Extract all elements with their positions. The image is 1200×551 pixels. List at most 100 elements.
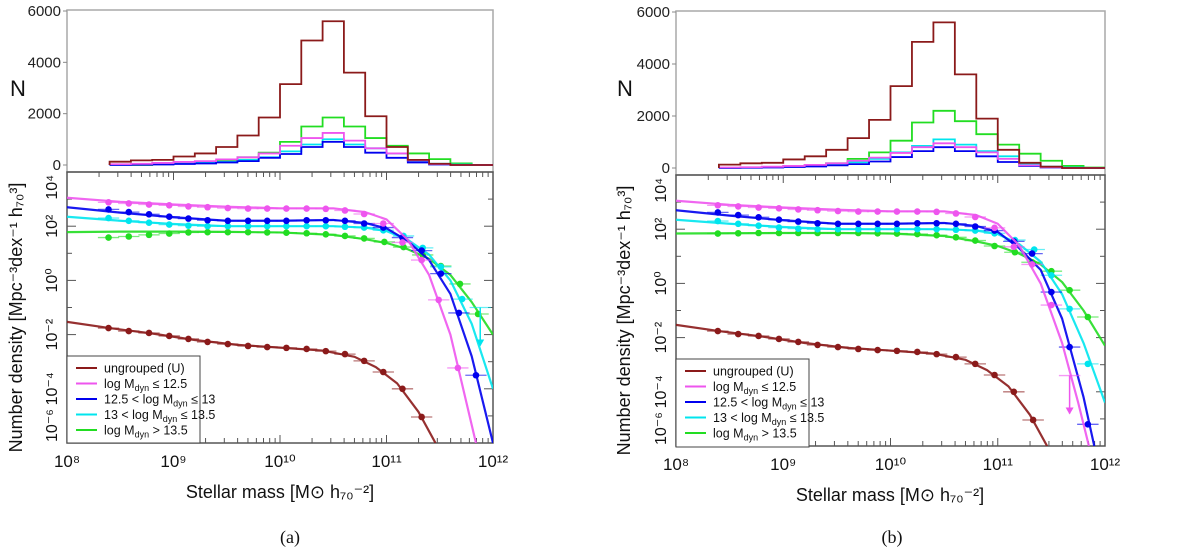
- data-point: [125, 200, 133, 207]
- data-point: [1066, 286, 1073, 294]
- data-point: [204, 222, 211, 230]
- data-point: [893, 220, 901, 228]
- data-point: [105, 206, 112, 213]
- data-point: [399, 385, 406, 393]
- data-point: [734, 203, 742, 210]
- hist-y-tick-label: 6000: [28, 3, 61, 20]
- data-point: [933, 350, 940, 358]
- data-point: [794, 206, 802, 213]
- data-point: [874, 208, 881, 215]
- legend-label-text: ungrouped (U): [104, 362, 185, 376]
- data-point: [360, 235, 368, 242]
- data-point: [794, 338, 802, 346]
- data-point: [322, 205, 330, 213]
- data-point: [165, 202, 173, 209]
- x-tick-label: 10¹¹: [371, 452, 402, 471]
- data-point: [855, 220, 862, 228]
- y-axis-label: Number density [Mpc⁻³dex⁻¹ h₇₀³]: [6, 183, 26, 453]
- data-point: [341, 350, 349, 358]
- legend-label-text: ≤ 12.5: [149, 377, 187, 391]
- data-point: [794, 225, 802, 232]
- legend-label: log Mdyn > 13.5: [104, 424, 188, 440]
- legend-label-subscript: dyn: [173, 399, 188, 409]
- legend-label-text: log M: [713, 427, 744, 441]
- data-point: [165, 213, 173, 221]
- data-point: [185, 222, 192, 229]
- data-point: [814, 206, 821, 214]
- data-point: [185, 335, 192, 343]
- data-point: [105, 234, 112, 241]
- data-point: [834, 220, 842, 228]
- data-point: [893, 225, 901, 233]
- legend-label-text: 12.5 < log M: [713, 396, 782, 410]
- data-point: [322, 231, 330, 238]
- data-point: [814, 219, 821, 227]
- data-point: [775, 335, 783, 343]
- data-point: [755, 213, 762, 221]
- data-point: [933, 208, 940, 216]
- data-point: [380, 368, 387, 376]
- data-point: [437, 270, 445, 277]
- legend-label: 13 < log Mdyn ≤ 13.5: [713, 411, 824, 427]
- data-point: [1029, 416, 1037, 424]
- legend-label-text: ungrouped (U): [713, 365, 794, 379]
- data-point: [874, 220, 881, 228]
- data-point: [105, 324, 112, 332]
- data-point: [714, 327, 722, 335]
- data-point: [1011, 248, 1019, 256]
- data-point: [971, 237, 979, 244]
- data-point: [125, 327, 133, 335]
- data-point: [952, 226, 960, 234]
- data-point: [204, 228, 211, 236]
- data-point: [322, 222, 330, 230]
- data-point: [303, 229, 310, 237]
- data-point: [283, 229, 290, 237]
- legend-label-subscript: dyn: [744, 433, 759, 443]
- data-point: [1048, 301, 1055, 309]
- data-point: [755, 222, 762, 229]
- x-tick-label: 10¹²: [478, 452, 509, 471]
- y-tick-label: 10⁻²: [44, 318, 61, 350]
- data-point: [455, 309, 463, 317]
- x-axis-label: Stellar mass [M⊙ h₇₀⁻²]: [186, 482, 374, 502]
- data-point: [263, 217, 271, 225]
- data-point: [145, 210, 153, 218]
- data-point: [971, 223, 979, 230]
- y-tick-label: 10⁻⁴: [44, 372, 61, 405]
- data-point: [991, 242, 998, 250]
- y-tick-label: 10⁴: [44, 175, 61, 200]
- data-point: [145, 231, 153, 239]
- data-point: [418, 247, 425, 254]
- data-point: [145, 219, 153, 226]
- panel-b: 0 2000 4000 6000 N 10⁸ 10⁹ 10¹⁰ 10¹¹ 10¹² 10⁻⁶ 10⁻⁴…: [614, 4, 1120, 548]
- upper-limit-arrow: [1065, 407, 1074, 415]
- y-axis-label: Number density [Mpc⁻³dex⁻¹ h₇₀³]: [614, 186, 634, 456]
- histograms: [108, 20, 493, 166]
- x-tick-label: 10¹¹: [983, 455, 1014, 474]
- legend-label: 13 < log Mdyn ≤ 13.5: [104, 408, 215, 424]
- data-point: [1010, 243, 1018, 251]
- data-point: [360, 357, 368, 365]
- data-point: [380, 220, 387, 227]
- data-point: [437, 263, 445, 271]
- data-point: [381, 238, 388, 246]
- data-point: [952, 220, 960, 228]
- data-point: [914, 225, 921, 233]
- x-tick-label: 10⁸: [663, 455, 689, 474]
- data-point: [971, 360, 979, 368]
- data-point: [855, 225, 862, 233]
- x-tick-label: 10¹⁰: [264, 452, 296, 471]
- legend-label: 12.5 < log Mdyn ≤ 13: [104, 393, 215, 409]
- hist-y-axis-label: N: [10, 76, 26, 101]
- data-point: [734, 229, 742, 237]
- data-point: [360, 210, 368, 218]
- data-point: [283, 344, 290, 352]
- data-point: [185, 229, 192, 236]
- x-tick-label: 10⁹: [770, 455, 796, 474]
- data-point: [165, 230, 173, 237]
- data-point: [1084, 421, 1092, 428]
- data-point: [458, 295, 466, 303]
- data-point: [855, 208, 862, 215]
- data-point: [244, 217, 252, 225]
- data-point: [224, 204, 232, 212]
